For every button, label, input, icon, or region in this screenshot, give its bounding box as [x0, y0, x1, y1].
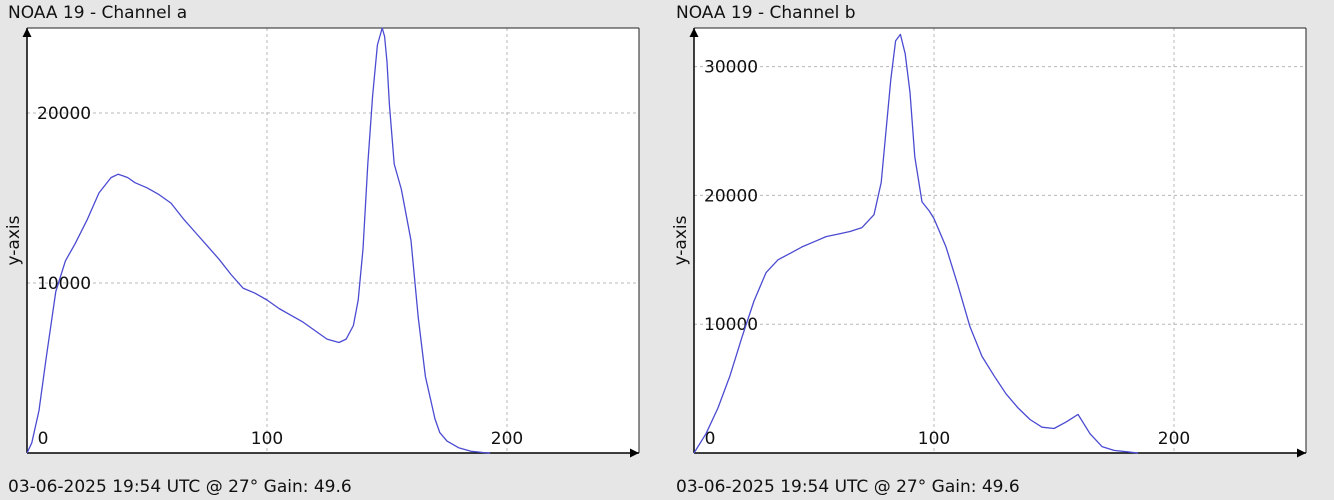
- y-tick-label: 10000: [37, 274, 91, 294]
- series-line: [26, 27, 491, 454]
- chart-panel-channel-b: NOAA 19 - Channel b 0 100 200 10000 20000 300…: [667, 0, 1334, 500]
- x-axis-arrow: [630, 448, 639, 458]
- y-tick-label: 20000: [704, 186, 758, 206]
- y-axis-arrow: [22, 28, 32, 37]
- x-tick-label: 200: [491, 429, 523, 449]
- y-tick-label: 30000: [704, 58, 758, 78]
- plot-area: [27, 28, 639, 453]
- x-tick-label: 0: [38, 429, 49, 449]
- plot-area: [694, 28, 1306, 453]
- chart-title: NOAA 19 - Channel b: [676, 3, 856, 23]
- chart-footer: 03-06-2025 19:54 UTC @ 27° Gain: 49.6: [8, 477, 352, 497]
- y-axis-arrow: [689, 28, 699, 37]
- x-tick-label: 0: [705, 429, 716, 449]
- y-tick-label: 10000: [704, 315, 758, 335]
- y-axis-label: y-axis: [671, 215, 691, 265]
- y-axis-label: y-axis: [4, 215, 24, 265]
- chart-plot-channel-b: 0 100 200 10000 20000 30000 y-axis: [671, 27, 1307, 458]
- x-tick-label: 100: [251, 429, 283, 449]
- x-tick-label: 200: [1158, 429, 1190, 449]
- y-tick-label: 20000: [37, 104, 91, 124]
- series-line: [693, 33, 1139, 454]
- chart-title: NOAA 19 - Channel a: [8, 3, 188, 23]
- x-tick-label: 100: [918, 429, 950, 449]
- chart-panel-channel-a: NOAA 19 - Channel a 0 100 200 10000 20000 y-a…: [4, 3, 640, 497]
- chart-plot-channel-a: 0 100 200 10000 20000 y-axis: [4, 27, 640, 458]
- x-axis-arrow: [1297, 448, 1306, 458]
- chart-footer: 03-06-2025 19:54 UTC @ 27° Gain: 49.6: [676, 477, 1020, 497]
